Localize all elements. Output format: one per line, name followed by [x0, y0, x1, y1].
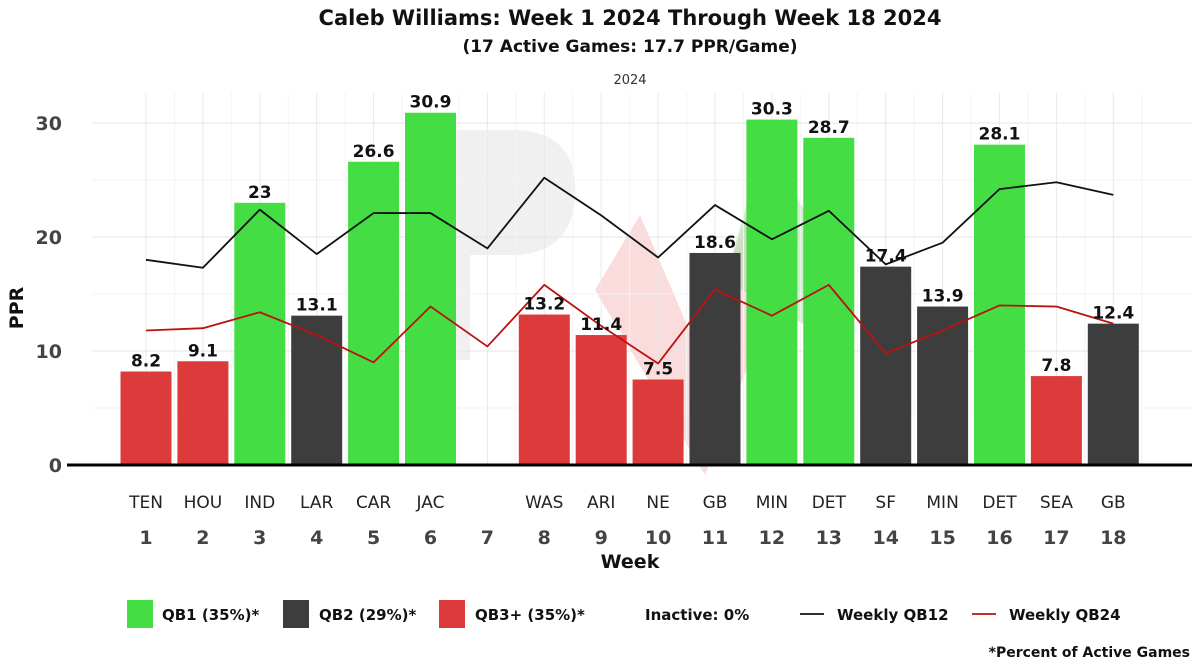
- series-lines: [145, 176, 1114, 365]
- x-tick-week-label: 2: [196, 527, 209, 549]
- bar-week-9: [575, 335, 627, 465]
- data-label-week-14: 17.4: [865, 247, 907, 267]
- data-labels: 8.2 9.1 23 13.1 26.6 30.9 13.2 11.4 7.5 18.6 30.3 2…: [131, 93, 1135, 380]
- x-tick-opponent-label: WAS: [525, 493, 563, 513]
- legend-label: QB1 (35%)*: [162, 606, 259, 624]
- x-tick-opponent-label: MIN: [756, 493, 788, 513]
- x-tick-opponent-label: MIN: [926, 493, 958, 513]
- x-tick-week-label: 14: [872, 527, 898, 549]
- data-label-week-6: 30.9: [410, 93, 452, 113]
- x-tick-opponent-label: DET: [982, 493, 1017, 513]
- x-tick-opponent-label: TEN: [128, 493, 163, 513]
- x-tick-week-label: 10: [645, 527, 671, 549]
- legend: QB1 (35%)* QB2 (29%)* QB3+ (35%)* Inactive:…: [127, 600, 1121, 628]
- x-tick-week-label: 9: [595, 527, 608, 549]
- bar-week-13: [803, 137, 855, 465]
- x-tick-week-label: 7: [481, 527, 494, 549]
- legend-label: Weekly QB24: [1009, 606, 1121, 624]
- x-tick-week-label: 4: [310, 527, 323, 549]
- bar-week-15: [917, 306, 969, 465]
- x-tick-week-label: 6: [424, 527, 437, 549]
- chart-subtitle: (17 Active Games: 17.7 PPR/Game): [462, 37, 797, 57]
- data-label-week-3: 23: [248, 183, 272, 203]
- bar-week-18: [1087, 323, 1139, 465]
- footnote: *Percent of Active Games: [989, 645, 1190, 661]
- y-tick-label: 0: [49, 455, 62, 477]
- data-label-week-2: 9.1: [188, 341, 218, 361]
- x-tick-week-label: 16: [986, 527, 1012, 549]
- x-tick-opponent-label: HOU: [184, 493, 223, 513]
- x-tick-week-label: 12: [759, 527, 785, 549]
- x-tick-opponent-label: IND: [244, 493, 275, 513]
- data-label-week-9: 11.4: [580, 315, 622, 335]
- legend-swatch: [283, 600, 309, 628]
- bar-week-17: [1030, 376, 1082, 465]
- x-tick-week-label: 17: [1043, 527, 1069, 549]
- x-tick-week-label: 11: [702, 527, 728, 549]
- x-tick-opponent-label: NE: [646, 493, 669, 513]
- bars: [120, 112, 1139, 466]
- series-line-qb12: [145, 176, 1114, 269]
- x-tick-opponent-label: GB: [1101, 493, 1126, 513]
- bar-week-1: [120, 371, 172, 465]
- y-axis-label: PPR: [6, 286, 28, 329]
- bar-week-4: [291, 315, 343, 465]
- bar-week-11: [689, 252, 741, 465]
- x-tick-week-label: 13: [816, 527, 842, 549]
- data-label-week-12: 30.3: [751, 100, 793, 120]
- series-line-qb24: [145, 283, 1114, 365]
- x-tick-week-label: 18: [1100, 527, 1126, 549]
- legend-swatch: [127, 600, 153, 628]
- x-tick-week-label: 1: [139, 527, 152, 549]
- data-label-week-10: 7.5: [643, 360, 673, 380]
- legend-label: Weekly QB12: [837, 606, 949, 624]
- data-label-week-11: 18.6: [694, 233, 736, 253]
- legend-label: QB2 (29%)*: [319, 606, 416, 624]
- data-label-week-5: 26.6: [353, 142, 395, 162]
- watermark-letter-shape: [425, 130, 576, 360]
- y-tick-label: 30: [36, 113, 62, 135]
- x-tick-opponent-label: ARI: [587, 493, 615, 513]
- data-label-week-15: 13.9: [922, 287, 964, 307]
- x-tick-week-label: 5: [367, 527, 380, 549]
- x-tick-opponent-label: SF: [875, 493, 896, 513]
- x-tick-opponent-label: SEA: [1040, 493, 1074, 513]
- bar-week-10: [632, 379, 684, 465]
- legend-label: Inactive: 0%: [645, 606, 749, 624]
- legend-label: QB3+ (35%)*: [475, 606, 585, 624]
- data-label-week-1: 8.2: [131, 352, 161, 372]
- bar-week-5: [348, 161, 400, 465]
- bar-week-14: [860, 266, 912, 465]
- bar-week-6: [405, 112, 456, 466]
- data-label-week-16: 28.1: [979, 125, 1021, 145]
- legend-swatch: [439, 600, 465, 628]
- x-tick-opponent-label: DET: [812, 493, 847, 513]
- data-label-week-8: 13.2: [523, 295, 565, 315]
- data-label-week-4: 13.1: [296, 296, 338, 316]
- bar-week-2: [177, 361, 229, 465]
- x-tick-opponent-label: CAR: [356, 493, 391, 513]
- bar-week-12: [746, 119, 798, 465]
- data-label-week-17: 7.8: [1041, 356, 1071, 376]
- x-tick-week-label: 8: [538, 527, 551, 549]
- x-tick-opponent-label: LAR: [300, 493, 333, 513]
- axes: 0 10 20 30 TEN 1 HOU 2 IND 3 LAR 4 CAR 5 JAC 6 7 WAS 8 ARI 9…: [36, 113, 1192, 549]
- bar-week-8: [518, 314, 570, 465]
- data-label-week-18: 12.4: [1092, 304, 1134, 324]
- y-tick-label: 10: [36, 341, 62, 363]
- facet-label: 2024: [613, 73, 646, 88]
- bar-week-3: [234, 202, 286, 466]
- x-axis-label: Week: [601, 551, 660, 573]
- x-tick-opponent-label: GB: [703, 493, 728, 513]
- x-tick-opponent-label: JAC: [416, 493, 445, 513]
- y-tick-label: 20: [36, 227, 62, 249]
- data-label-week-13: 28.7: [808, 118, 850, 138]
- x-tick-week-label: 15: [929, 527, 955, 549]
- chart-title: Caleb Williams: Week 1 2024 Through Week…: [319, 6, 942, 30]
- x-tick-week-label: 3: [253, 527, 266, 549]
